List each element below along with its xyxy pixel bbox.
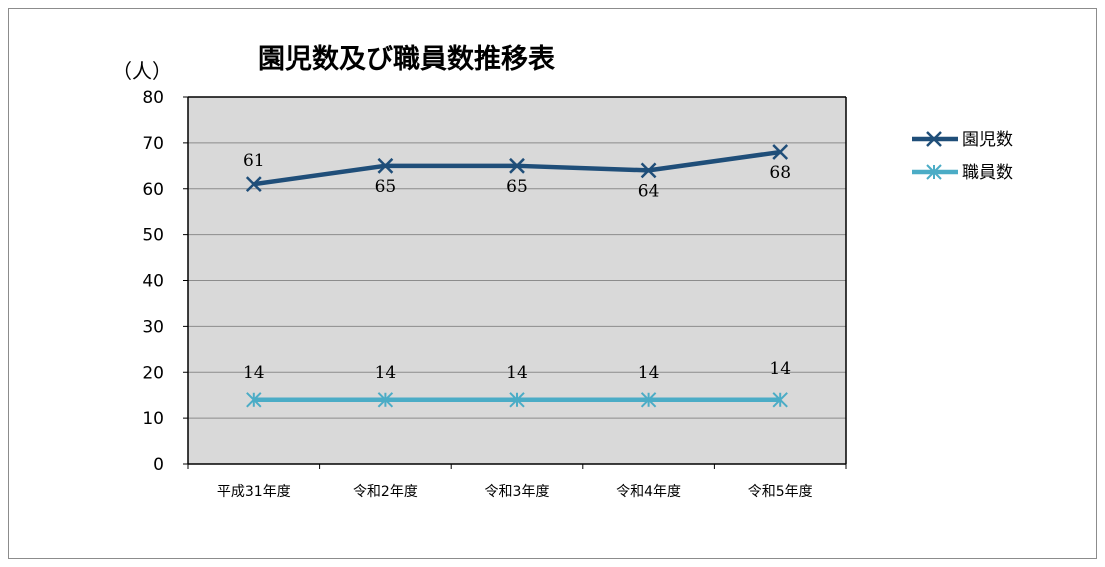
point-marker-arm <box>926 131 942 147</box>
data-point <box>377 392 394 408</box>
data-label: 64 <box>638 181 660 201</box>
y-tick-label: 80 <box>142 88 164 108</box>
legend-marker <box>926 131 942 147</box>
legend-marker <box>926 164 942 180</box>
data-point <box>772 144 789 160</box>
legend-label: 園児数 <box>962 130 1013 150</box>
y-tick-label: 30 <box>142 317 164 337</box>
data-label: 68 <box>769 163 791 183</box>
data-point <box>246 392 262 408</box>
series-layer <box>245 144 789 408</box>
point-marker-arm <box>772 144 789 160</box>
gridlines <box>188 96 846 419</box>
data-label: 65 <box>375 177 397 197</box>
data-point <box>640 392 657 408</box>
point-marker-arm <box>640 162 657 179</box>
data-label: 61 <box>243 151 265 171</box>
data-point <box>377 157 394 174</box>
x-tick-label: 令和4年度 <box>616 484 681 500</box>
x-tick-label: 令和2年度 <box>353 484 418 500</box>
data-label: 14 <box>769 359 791 379</box>
data-point <box>245 176 262 193</box>
y-tick-label: 60 <box>142 180 164 200</box>
axes <box>187 96 847 465</box>
data-point <box>772 392 788 408</box>
data-point <box>509 157 525 174</box>
y-tick-label: 70 <box>142 134 164 154</box>
x-tick-label: 平成31年度 <box>217 484 291 500</box>
y-tick-label: 50 <box>142 226 164 246</box>
legend-label: 職員数 <box>962 163 1013 183</box>
y-tick-label: 0 <box>153 455 164 475</box>
point-marker-arm <box>245 176 262 193</box>
point-marker-arm <box>509 157 525 174</box>
y-tick-label: 40 <box>142 272 164 292</box>
x-axis-ticks: 平成31年度 令和2年度 令和3年度 令和4年度 令和5年度 <box>187 464 847 500</box>
x-tick-label: 令和5年度 <box>748 484 813 500</box>
data-label: 65 <box>506 177 528 197</box>
data-point <box>509 392 525 408</box>
data-labels: 61 65 65 64 68 14 14 14 14 14 <box>243 151 791 383</box>
point-marker-arm <box>377 157 394 174</box>
y-axis-unit-label: （人） <box>112 59 172 83</box>
data-label: 14 <box>375 363 397 383</box>
data-label: 14 <box>638 363 660 383</box>
y-tick-label: 10 <box>142 409 164 429</box>
chart-title: 園児数及び職員数推移表 <box>258 44 555 75</box>
data-label: 14 <box>506 363 528 383</box>
y-tick-label: 20 <box>142 363 164 383</box>
x-tick-label: 令和3年度 <box>485 484 550 500</box>
data-label: 14 <box>243 363 265 383</box>
data-point <box>640 162 657 179</box>
y-axis-ticks: 0 10 20 30 40 50 60 70 80 <box>142 88 188 475</box>
